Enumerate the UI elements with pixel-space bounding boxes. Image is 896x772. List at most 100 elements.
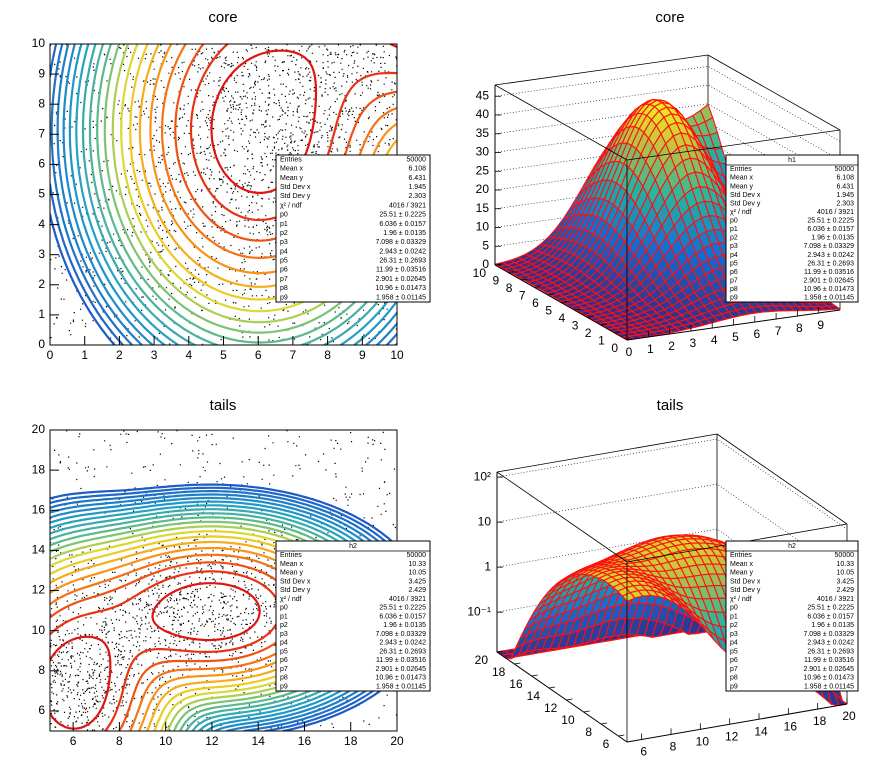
y-tick-label: 14	[32, 543, 46, 557]
y-tick-label: 5	[38, 187, 45, 201]
y-tick-label: 7	[519, 289, 526, 303]
stats-value: 25.51 ± 0.2225	[807, 218, 854, 225]
stats-value: 11.99 ± 0.03516	[804, 269, 854, 276]
x-tick-label: 7	[290, 348, 297, 362]
stats-value: 2.901 ± 0.02645	[803, 277, 854, 284]
y-tick-label: 10	[473, 266, 487, 280]
contour-line	[50, 582, 261, 730]
x-tick-label: 4	[185, 348, 192, 362]
x-tick-label: 1	[647, 342, 654, 356]
stats-value: 10.96 ± 0.01473	[375, 285, 426, 292]
stats-label: p6	[730, 269, 738, 276]
stats-value: 6.036 ± 0.0157	[379, 221, 426, 228]
stats-title: h2	[349, 543, 357, 550]
y-tick-label: 6	[603, 737, 610, 751]
stats-label: χ² / ndf	[730, 209, 752, 216]
x-tick-label: 8	[116, 734, 123, 748]
stats-value: 2.943 ± 0.0242	[379, 640, 426, 647]
surface-cell	[621, 592, 636, 603]
stats-label: Std Dev x	[280, 184, 311, 191]
x-tick-label: 14	[754, 724, 768, 738]
stats-value: 1.96 ± 0.0135	[811, 622, 854, 629]
stats-label: p7	[730, 666, 738, 673]
box-edge	[496, 433, 718, 473]
stats-label: p4	[730, 252, 738, 259]
x-tick-label: 16	[298, 734, 312, 748]
stats-label: p9	[280, 683, 288, 690]
z-tick-label: 10⁻¹	[467, 604, 491, 618]
contour-line	[50, 483, 397, 731]
x-tick-label: 18	[344, 734, 358, 748]
stats-label: Std Dev x	[730, 192, 761, 199]
x-axis	[626, 703, 848, 743]
y-tick-label: 6	[532, 296, 539, 310]
x-tick-label: 20	[842, 709, 856, 723]
y-tick	[600, 722, 608, 725]
stats-label: p3	[730, 243, 738, 250]
stats-label: Std Dev x	[280, 578, 311, 585]
stats-label: p3	[280, 239, 288, 246]
z-tick-label: 10	[478, 514, 492, 528]
stats-value: 4016 / 3921	[817, 596, 854, 603]
stats-label: p7	[280, 276, 288, 283]
stats-label: p0	[280, 212, 288, 219]
stats-value: 10.33	[836, 561, 854, 568]
stats-label: Entries	[280, 156, 302, 163]
x-tick-label: 9	[359, 348, 366, 362]
y-tick-label: 4	[559, 311, 566, 325]
stats-label: p7	[730, 277, 738, 284]
stats-label: Mean x	[280, 561, 303, 568]
stats-label: p8	[730, 675, 738, 682]
stats-value: 6.431	[836, 183, 854, 190]
y-tick-label: 8	[38, 663, 45, 677]
stats-label: p1	[280, 221, 288, 228]
stats-label: Mean x	[730, 175, 753, 182]
scatter-points	[50, 430, 397, 731]
stats-label: p2	[730, 235, 738, 242]
z-tick-label: 40	[476, 107, 490, 121]
pad-title: tails	[210, 397, 237, 414]
pad-title: core	[655, 9, 684, 26]
x-tick-label: 2	[668, 339, 675, 353]
x-tick-label: 12	[205, 734, 219, 748]
y-tick	[583, 710, 590, 713]
y-tick-label: 8	[585, 725, 592, 739]
stats-value: 11.99 ± 0.03516	[376, 267, 426, 274]
stats-label: p1	[730, 613, 738, 620]
grid-line	[496, 438, 848, 530]
stats-value: 4016 / 3921	[817, 209, 854, 216]
y-tick	[587, 316, 594, 318]
stats-value: 2.429	[836, 587, 854, 594]
x-tick-label: 0	[626, 345, 633, 359]
stats-box	[275, 540, 431, 692]
y-tick	[548, 686, 556, 689]
stats-value: 25.51 ± 0.2225	[807, 605, 854, 612]
y-tick-label: 6	[38, 157, 45, 171]
x-tick-label: 5	[220, 348, 227, 362]
stats-value: 2.943 ± 0.0242	[379, 248, 426, 255]
stats-label: Mean y	[280, 175, 303, 182]
stats-value: 6.108	[408, 166, 426, 173]
stats-label: p5	[280, 648, 288, 655]
stats-value: 6.036 ± 0.0157	[807, 226, 854, 233]
stats-label: p8	[280, 285, 288, 292]
x-tick-label: 6	[640, 745, 647, 759]
stats-value: 26.31 ± 0.2693	[379, 648, 426, 655]
stats-label: p5	[730, 648, 738, 655]
stats-label: p9	[730, 295, 738, 302]
stats-value: 2.303	[836, 200, 854, 207]
stats-label: p8	[280, 675, 288, 682]
stats-value: 7.098 ± 0.03329	[803, 631, 854, 638]
stats-label: Mean y	[280, 570, 303, 577]
stats-value: 2.901 ± 0.02645	[375, 666, 426, 673]
box-edge	[707, 54, 841, 131]
stats-label: p2	[280, 230, 288, 237]
stats-label: Mean x	[280, 166, 303, 173]
y-tick-label: 18	[492, 665, 506, 679]
stats-label: Std Dev x	[730, 578, 761, 585]
stats-value: 10.96 ± 0.01473	[803, 675, 854, 682]
stats-label: p7	[280, 666, 288, 673]
stats-value: 50000	[835, 552, 855, 559]
x-tick-label: 18	[813, 714, 827, 728]
x-tick-label: 8	[670, 740, 677, 754]
